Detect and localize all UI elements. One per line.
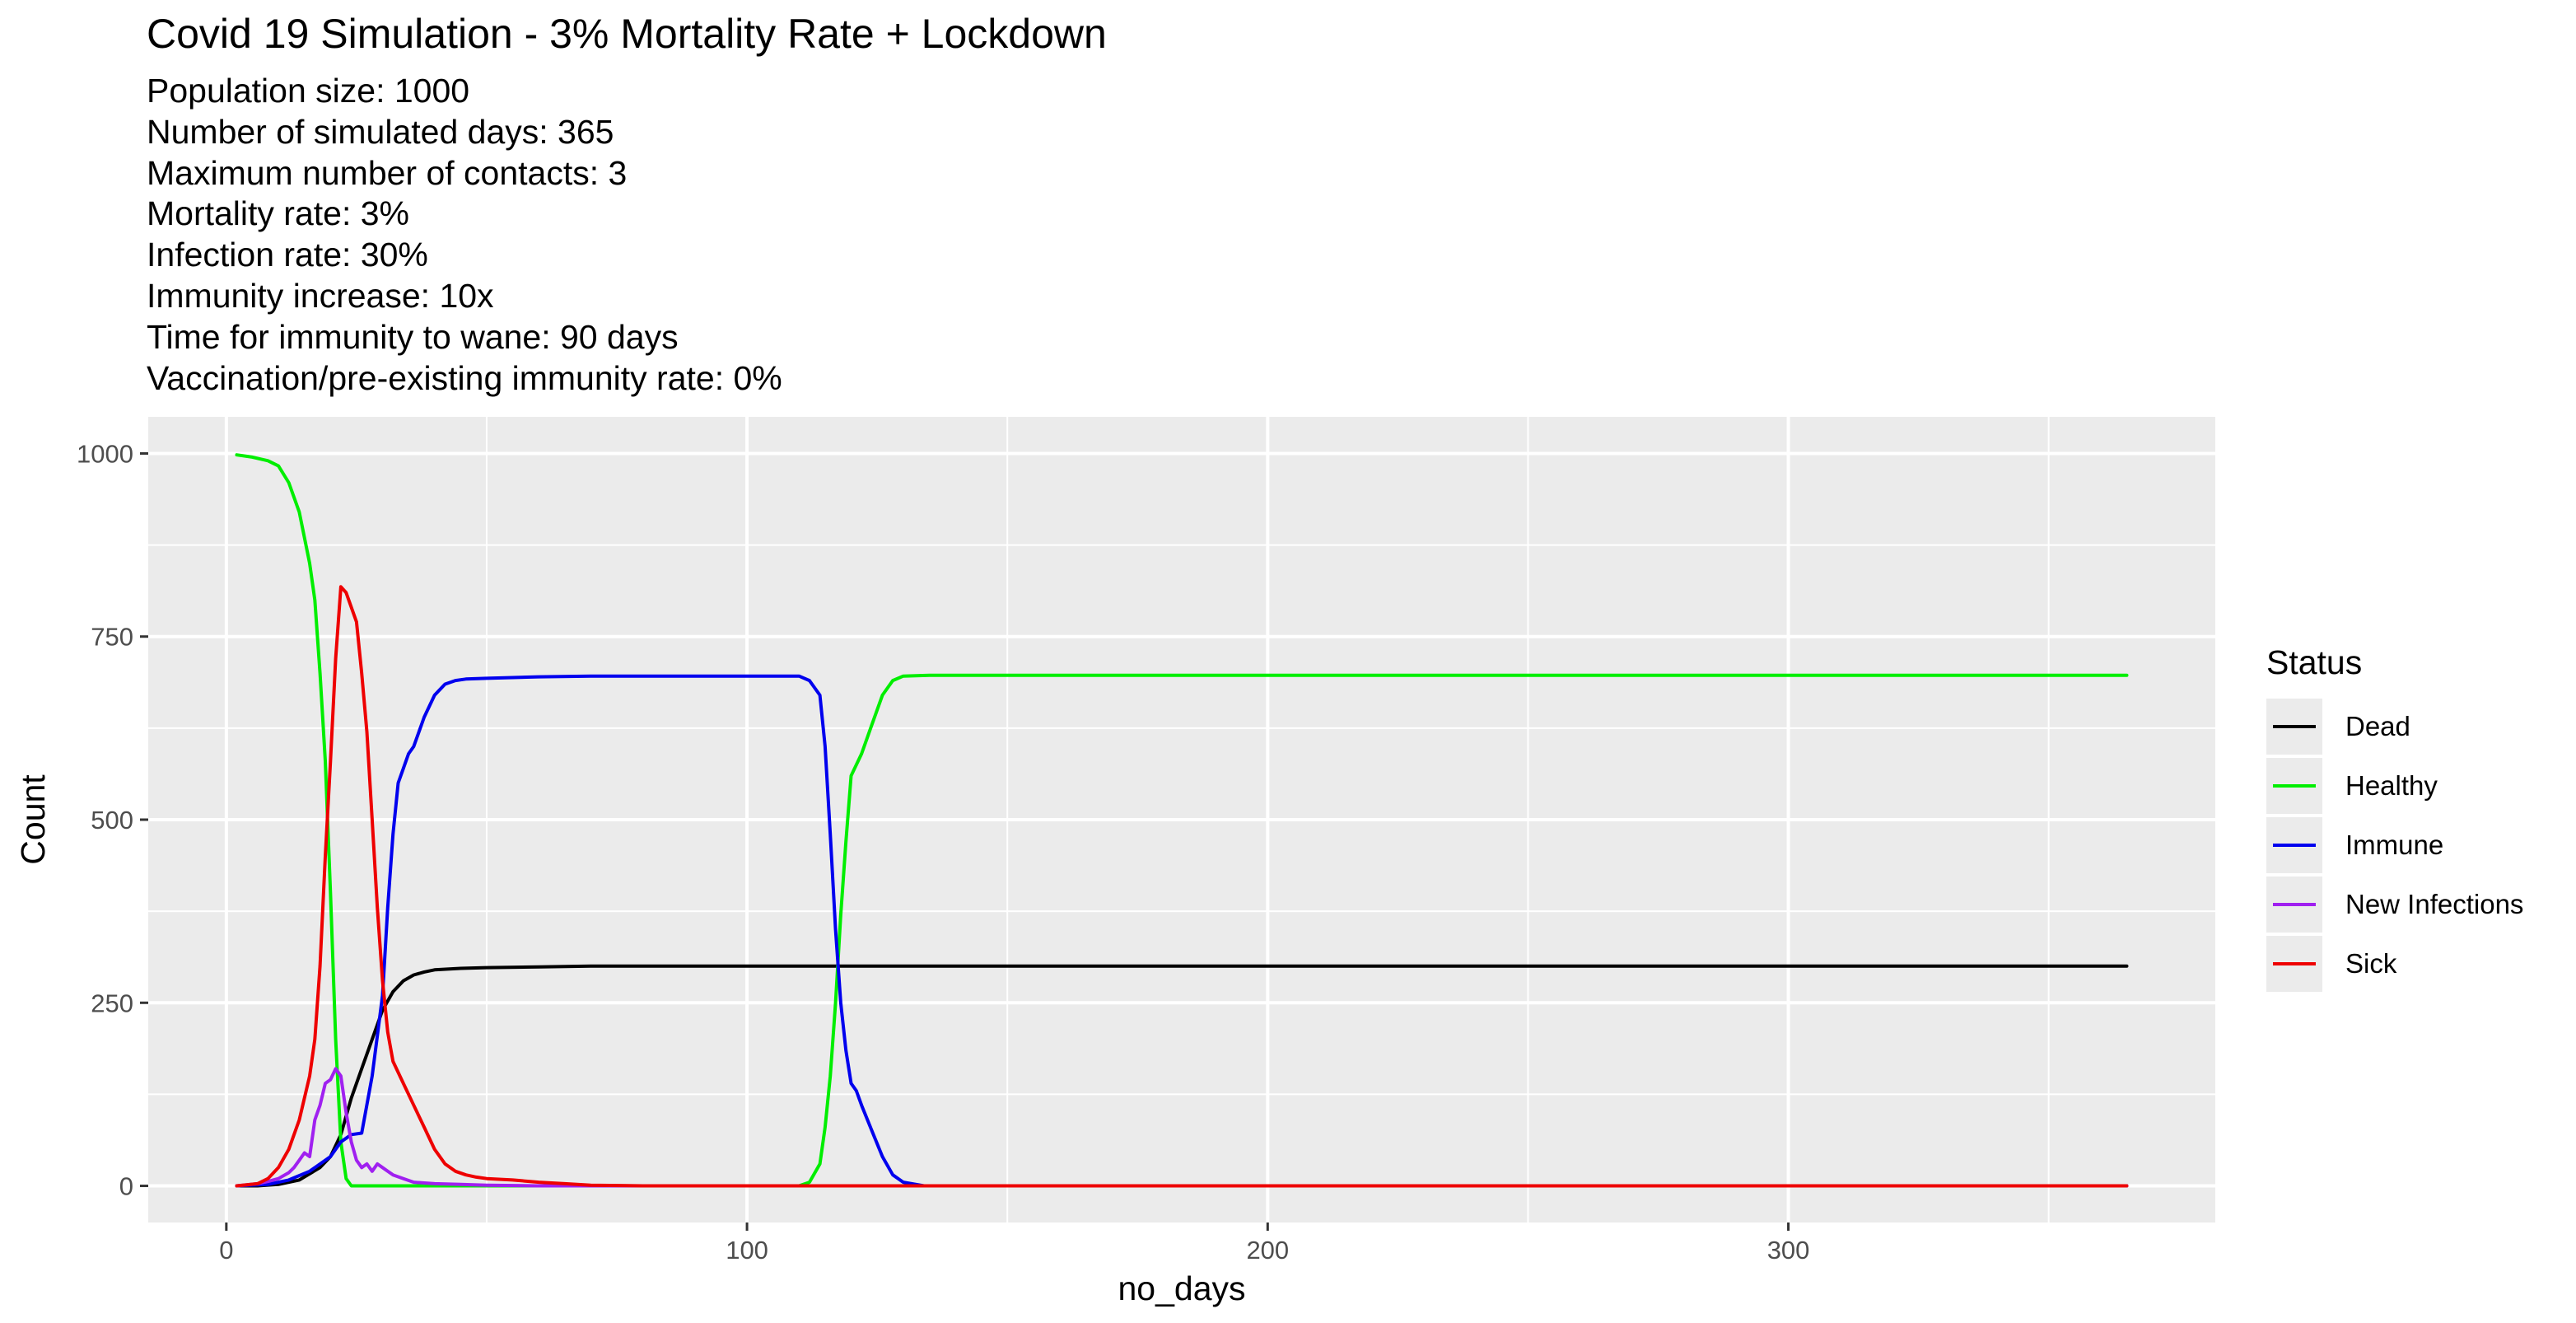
subtitle-line: Time for immunity to wane: 90 days xyxy=(147,317,679,356)
subtitle-line: Mortality rate: 3% xyxy=(147,194,409,233)
subtitle-line: Immunity increase: 10x xyxy=(147,276,494,315)
chart-title: Covid 19 Simulation - 3% Mortality Rate … xyxy=(147,11,1107,57)
y-tick-label: 750 xyxy=(91,623,133,652)
series-line-sick xyxy=(235,585,2129,1188)
y-axis-title: Count xyxy=(14,774,52,865)
legend-title: Status xyxy=(2266,643,2362,681)
subtitle-line: Number of simulated days: 365 xyxy=(147,112,614,151)
x-tick-label: 0 xyxy=(219,1236,233,1265)
y-tick-label: 250 xyxy=(91,989,133,1017)
series-line-new-infections xyxy=(235,1067,2129,1188)
x-axis-title: no_days xyxy=(1118,1269,1245,1307)
subtitle-line: Population size: 1000 xyxy=(147,72,470,110)
x-tick-label: 200 xyxy=(1246,1236,1289,1265)
chart-subtitle: Population size: 1000 Number of simulate… xyxy=(147,71,782,399)
y-tick-label: 0 xyxy=(119,1172,133,1201)
legend-label: Sick xyxy=(2345,948,2397,979)
legend-label: Dead xyxy=(2345,711,2410,741)
y-tick-label: 500 xyxy=(91,806,133,834)
legend-label: New Infections xyxy=(2345,889,2523,919)
subtitle-line: Maximum number of contacts: 3 xyxy=(147,153,628,192)
y-tick-label: 1000 xyxy=(77,439,133,468)
series-line-healthy xyxy=(235,453,2129,1188)
x-tick-label: 300 xyxy=(1767,1236,1810,1265)
legend-label: Immune xyxy=(2345,830,2443,860)
x-tick-label: 100 xyxy=(726,1236,768,1265)
series-line-immune xyxy=(235,674,2129,1188)
subtitle-line: Infection rate: 30% xyxy=(147,236,428,274)
series-line-dead xyxy=(235,964,2129,1188)
legend-label: Healthy xyxy=(2345,770,2438,801)
subtitle-line: Vaccination/pre-existing immunity rate: … xyxy=(147,358,782,397)
